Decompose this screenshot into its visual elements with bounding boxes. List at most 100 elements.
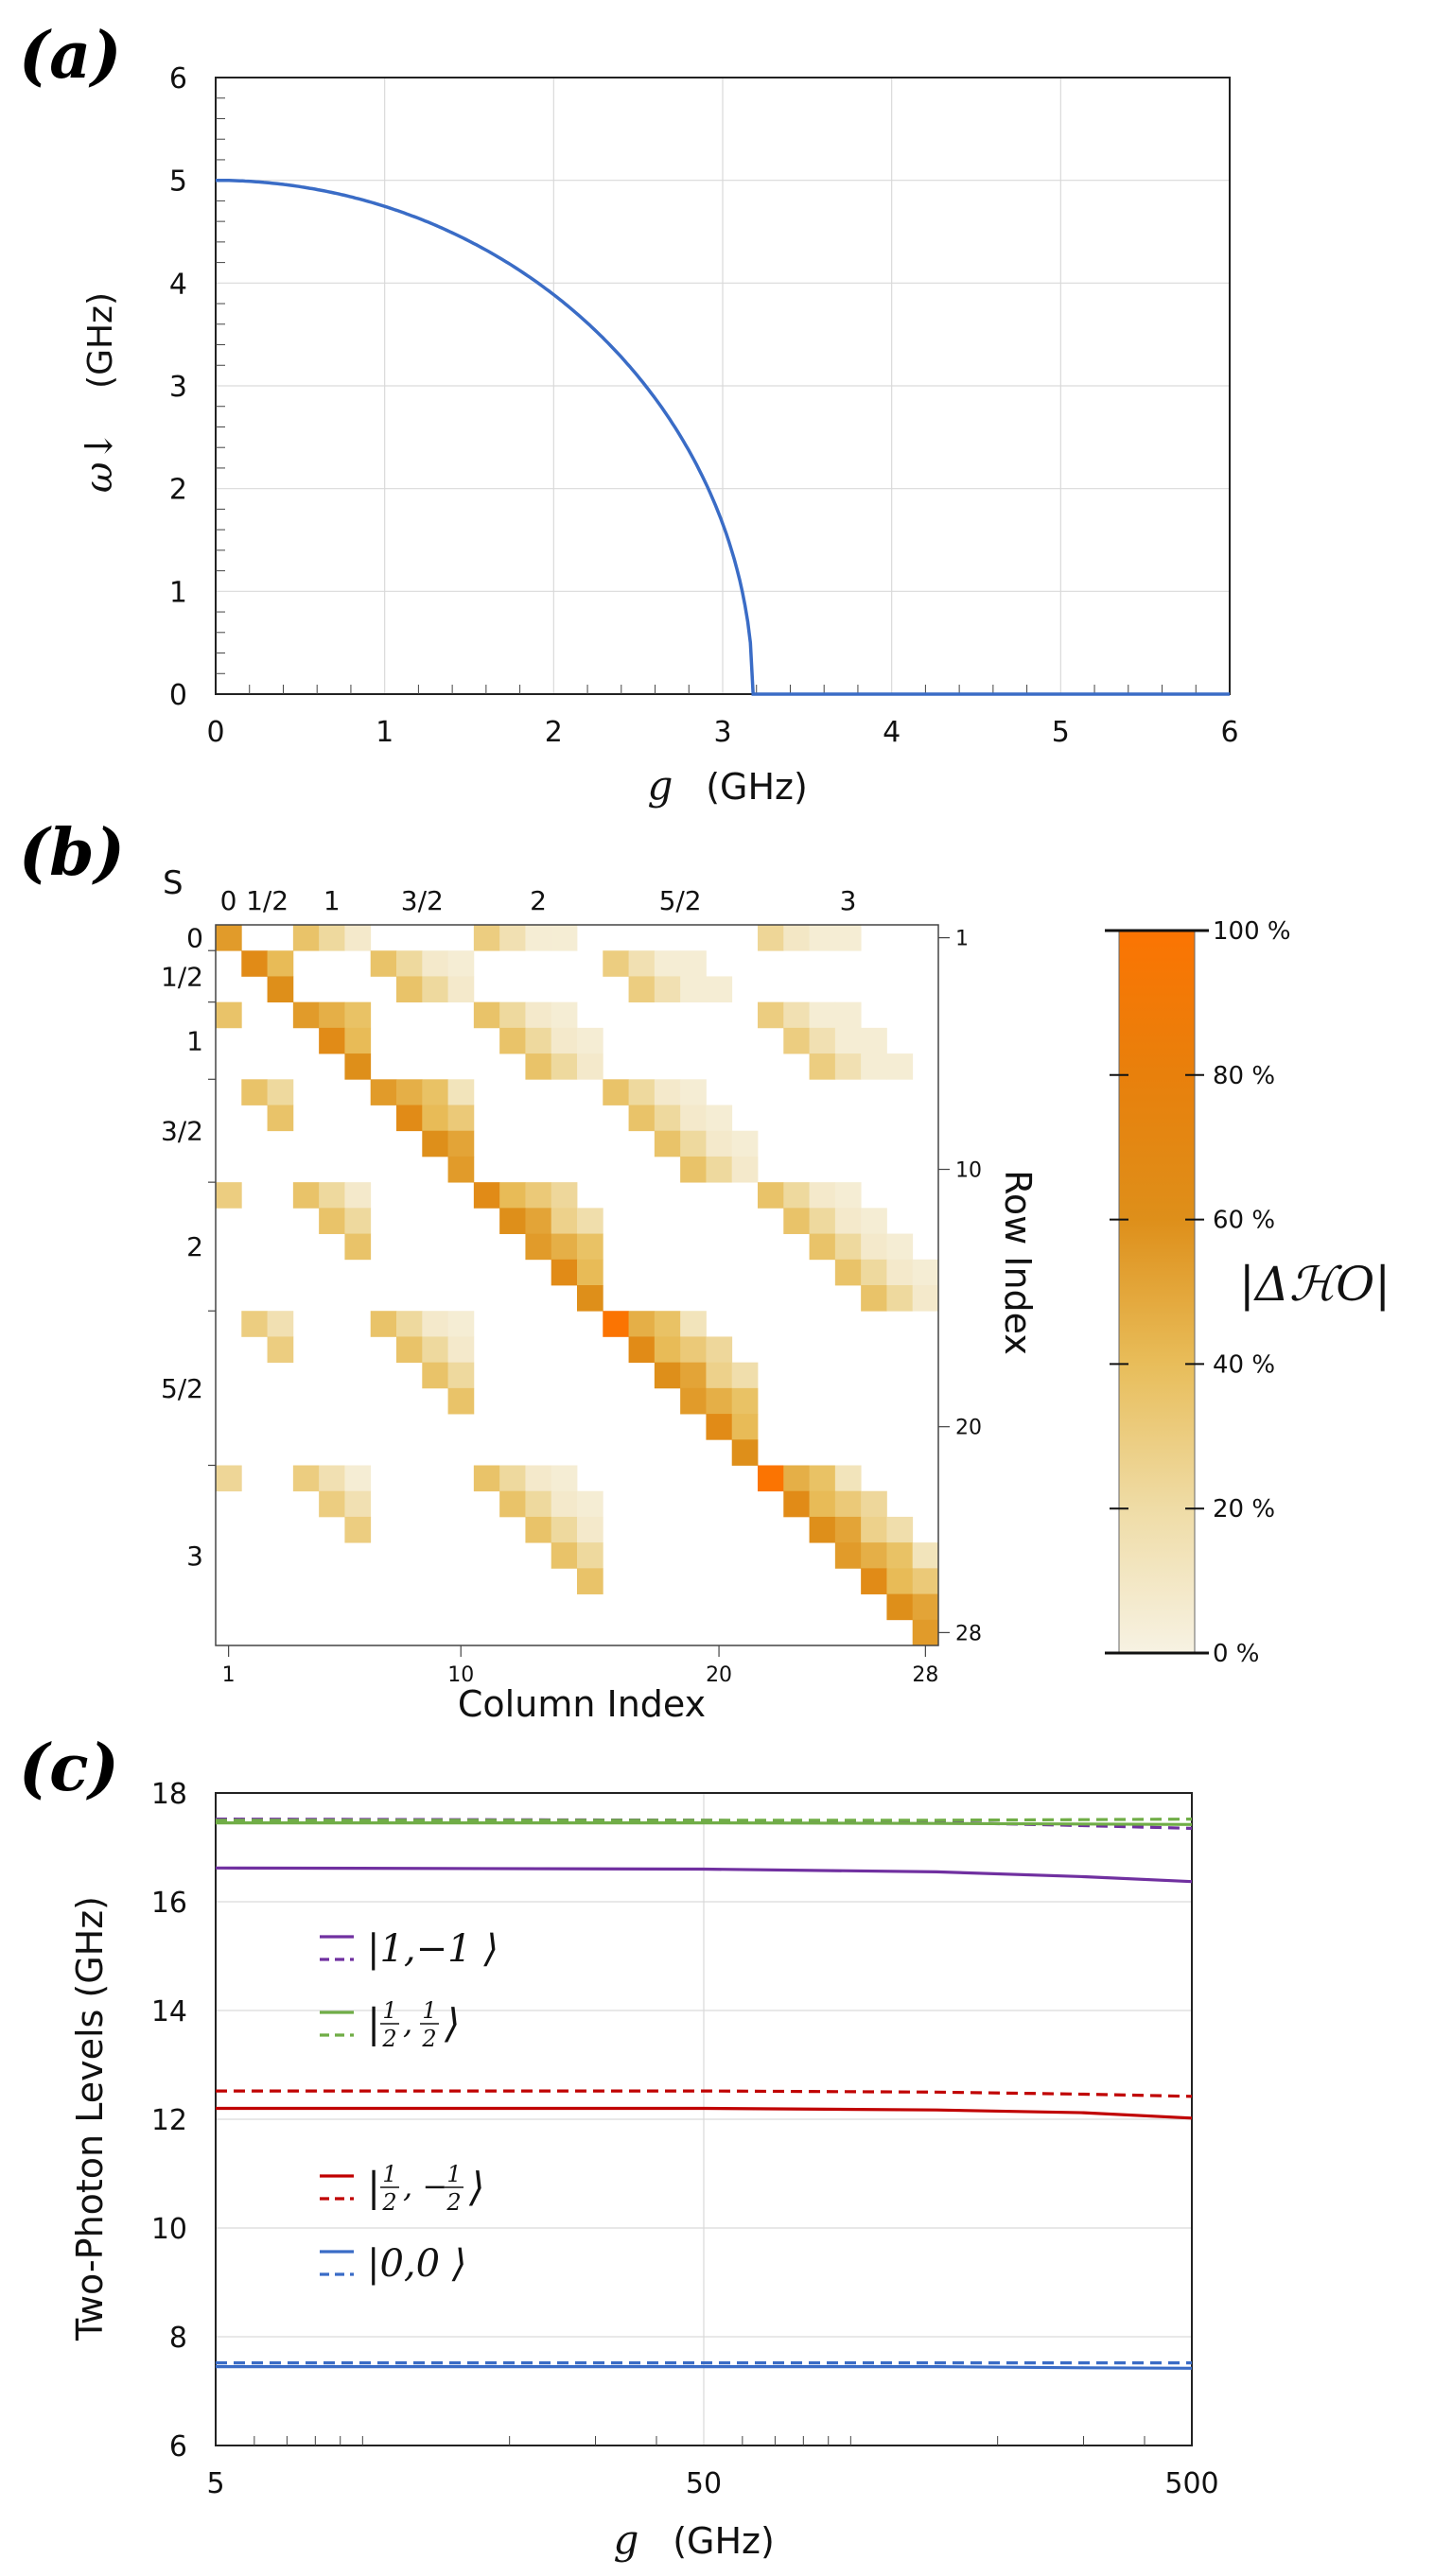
c-series-line: [216, 2365, 1193, 2370]
heatmap-cell: [319, 1208, 345, 1234]
panel-c-plot-frame: [215, 1792, 1193, 2446]
heatmap-cell: [447, 976, 475, 1003]
heatmap-cell: [422, 1130, 448, 1157]
a-xtick-label: 5: [1052, 716, 1070, 749]
heatmap-cell: [912, 1619, 939, 1646]
heatmap-frame: [215, 924, 939, 1646]
heatmap-cell: [809, 1516, 836, 1543]
heatmap-cell: [422, 1079, 448, 1105]
spin-label-top: 2: [530, 885, 547, 916]
legend-ket-close: ⟩: [444, 2000, 460, 2046]
legend-frac-num: 1: [446, 2161, 461, 2187]
colorbar: [1118, 930, 1196, 1654]
heatmap-cell: [861, 1259, 887, 1286]
heatmap-cell: [783, 1027, 810, 1054]
legend-bar: |: [367, 2000, 380, 2046]
heatmap-cell: [422, 976, 448, 1003]
colorbar-tick-label: 0 %: [1213, 1640, 1260, 1668]
heatmap-cell: [525, 1053, 552, 1080]
panel-a-ticks: 0 1 2 3 4 5 6 0 1 2 3 4 5 6: [169, 62, 1239, 749]
heatmap-cell: [783, 1001, 810, 1029]
c-series-line: [216, 1820, 1193, 1826]
heatmap-cell: [267, 1311, 294, 1337]
legend-label: |0,0 ⟩: [367, 2242, 466, 2286]
heatmap-cell: [886, 1259, 914, 1286]
heatmap-cell: [886, 1542, 914, 1569]
heatmap-cell: [680, 976, 707, 1003]
heatmap-cell: [473, 925, 500, 951]
heatmap-cell: [809, 925, 836, 951]
heatmap-cell: [216, 1465, 242, 1492]
heatmap-cell: [654, 1130, 681, 1157]
heatmap-cell: [499, 1208, 526, 1234]
a-xtick-label: 2: [545, 716, 563, 749]
a-xtick-label: 0: [206, 716, 224, 749]
heatmap-cell: [525, 1516, 552, 1543]
panel-c-label: (c): [19, 1731, 119, 1806]
legend-bar: |: [367, 2164, 380, 2210]
a-ytick-label: 2: [169, 474, 187, 507]
heatmap-cell: [319, 1490, 345, 1518]
spin-label-left: 3: [186, 1540, 203, 1572]
colorbar-tick-label: 20 %: [1213, 1495, 1275, 1523]
heatmap-cell: [834, 1053, 862, 1080]
heatmap-cell: [731, 1156, 759, 1183]
heatmap-cell: [551, 1053, 578, 1080]
heatmap-cell: [241, 950, 268, 977]
heatmap-cell: [758, 925, 784, 951]
heatmap-cell: [809, 1233, 836, 1261]
legend-label: | 12, −12 ⟩: [367, 2161, 484, 2216]
heatmap-cell: [834, 1542, 862, 1569]
heatmap-cell: [834, 1490, 862, 1518]
heatmap-cell: [422, 1105, 448, 1132]
heatmap-cell: [731, 1130, 759, 1157]
heatmap-cell: [344, 1027, 372, 1054]
heatmap-cell: [577, 1027, 603, 1054]
heatmap-cell: [706, 1130, 733, 1157]
heatmap-cell: [216, 925, 242, 951]
heatmap-cell: [680, 1362, 707, 1389]
heatmap-cell: [551, 1465, 578, 1492]
heatmap-cell: [551, 1233, 578, 1261]
heatmap-cell: [628, 976, 656, 1003]
a-ytick-label: 3: [169, 371, 187, 404]
heatmap-cell: [680, 1105, 707, 1132]
heatmap-cell: [447, 1105, 475, 1132]
heatmap-cell: [525, 1182, 552, 1209]
heatmap-cell: [525, 1001, 552, 1029]
heatmap-cell: [706, 1362, 733, 1389]
heatmap-cell: [706, 1105, 733, 1132]
panel-a-grid: [215, 77, 1231, 695]
heatmap-cell: [422, 1311, 448, 1337]
spin-label-top: 3/2: [401, 885, 444, 916]
heatmap-cell: [344, 1053, 372, 1080]
c-series-line: [215, 1866, 1193, 1884]
heatmap-cell: [551, 1001, 578, 1029]
heatmap-cell: [783, 925, 810, 951]
heatmap-cell: [834, 925, 862, 951]
heatmap-cell: [551, 1542, 578, 1569]
colorbar-tick-label: 60 %: [1213, 1207, 1275, 1235]
heatmap-cell: [861, 1285, 887, 1312]
heatmap-cell: [809, 1182, 836, 1209]
heatmap-cell: [344, 925, 372, 951]
heatmap-cell: [834, 1208, 862, 1234]
heatmap-ylabel: Row Index: [997, 1170, 1039, 1355]
heatmap-cell: [344, 1182, 372, 1209]
panel-c-series: [215, 1817, 1193, 2370]
a-ytick-label: 6: [169, 62, 187, 96]
panel-a-series: [216, 178, 1230, 696]
c-ytick-label: 8: [169, 2322, 187, 2355]
heatmap-cell: [680, 1387, 707, 1415]
heatmap-cell: [912, 1593, 939, 1621]
heatmap-cell: [628, 950, 656, 977]
heatmap-cell: [886, 1233, 914, 1261]
heatmap-cell: [292, 1182, 320, 1209]
heatmap-cell: [396, 950, 423, 977]
heatmap-cell: [628, 1079, 656, 1105]
heatmap-cell: [809, 1027, 836, 1054]
panel-a-label: (a): [19, 18, 121, 94]
heatmap-cell: [396, 1079, 423, 1105]
heatmap-cell: [344, 1465, 372, 1492]
